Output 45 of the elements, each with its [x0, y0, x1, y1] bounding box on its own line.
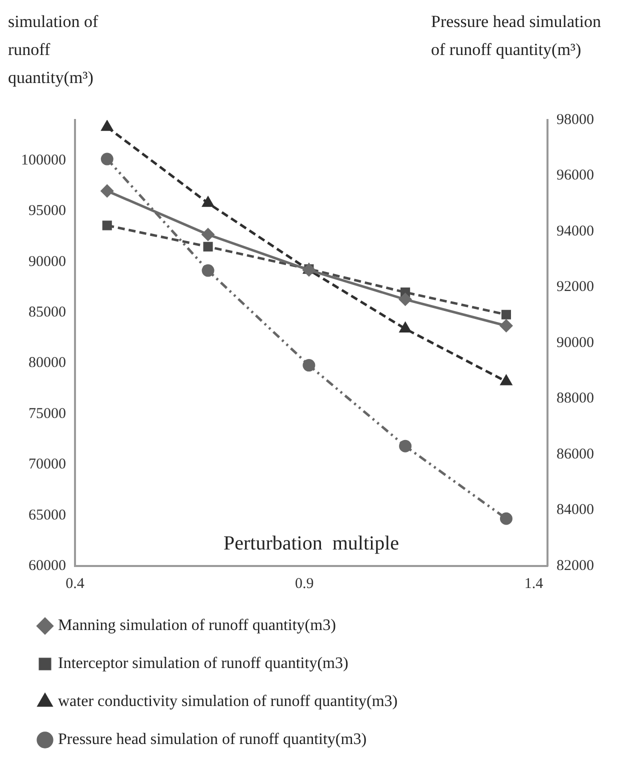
- point: [102, 220, 112, 230]
- y-tick-label: 65000: [28, 507, 66, 524]
- y2-tick-label: 84000: [556, 502, 594, 518]
- legend-label: Pressure head simulation of runoff quantity(m3): [58, 731, 367, 748]
- y-tick-label: 85000: [28, 304, 66, 321]
- point: [100, 184, 114, 198]
- point: [399, 293, 412, 306]
- y2-axis-title: Pressure head simulation of runoff quantity(m³): [431, 11, 602, 61]
- y-tick-label: 75000: [28, 406, 66, 422]
- y-tick-label: 60000: [28, 558, 66, 574]
- y2-tick-label: 96000: [556, 168, 594, 184]
- y-tick-label: 90000: [28, 254, 66, 270]
- point: [500, 320, 512, 332]
- y2-tick-label: 94000: [556, 223, 594, 240]
- point: [302, 359, 316, 372]
- y2-tick-label: 88000: [556, 390, 594, 407]
- x-tick-label: 0.4: [66, 576, 85, 592]
- point: [202, 196, 214, 207]
- point: [202, 264, 214, 277]
- y-tick-label: 70000: [28, 456, 66, 473]
- point: [203, 242, 213, 252]
- y-tick-label: 80000: [28, 355, 66, 372]
- point: [501, 310, 511, 320]
- y-tick-label: 100000: [21, 152, 66, 168]
- point: [500, 375, 512, 386]
- y-axis-title: simulation of runoff quantity(m³): [8, 11, 100, 89]
- x-axis-title: Perturbation multiple: [223, 532, 400, 554]
- y2-tick-label: 82000: [556, 558, 594, 574]
- legend-label: Interceptor simulation of runoff quantity(m3): [58, 655, 348, 672]
- y2-tick-label: 92000: [556, 279, 594, 296]
- point: [202, 228, 214, 241]
- point: [500, 512, 512, 525]
- x-tick-label: 0.9: [294, 576, 314, 592]
- point: [100, 152, 114, 166]
- x-tick-label: 1.4: [524, 576, 544, 592]
- point: [302, 264, 316, 276]
- legend-label: water conductivity simulation of runoff quantity(m3): [58, 693, 398, 710]
- point: [102, 120, 113, 131]
- point: [400, 322, 411, 333]
- y2-tick-label: 86000: [556, 446, 594, 462]
- y2-tick-label: 90000: [556, 334, 594, 351]
- y2-tick-label: 98000: [556, 112, 594, 128]
- y-tick-label: 95000: [28, 203, 66, 220]
- point: [399, 440, 412, 452]
- legend-label: Manning simulation of runoff quantity(m3): [58, 617, 336, 634]
